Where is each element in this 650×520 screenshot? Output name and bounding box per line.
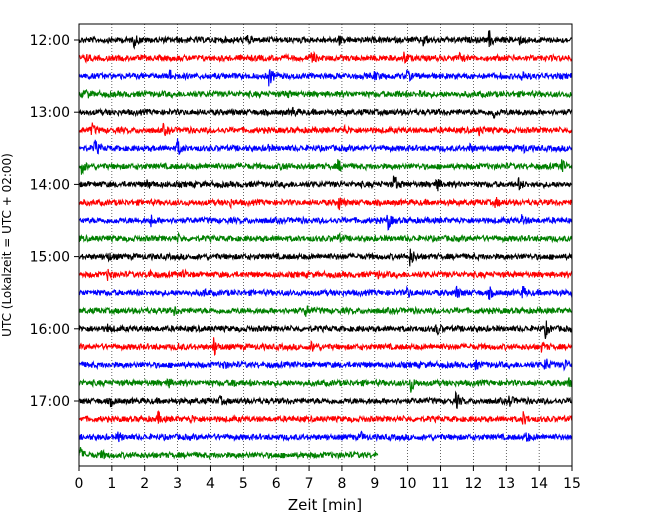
y-tick-label: 16:00 <box>30 322 70 338</box>
trace-1615 <box>78 337 573 357</box>
trace-1630 <box>78 358 573 372</box>
trace-1645 <box>78 377 573 393</box>
x-tick-label: 2 <box>140 476 149 492</box>
trace-1600 <box>78 320 573 339</box>
trace-1330 <box>78 138 573 155</box>
plot-frame <box>78 23 573 467</box>
x-tick-label: 14 <box>530 476 548 492</box>
trace-1345 <box>78 159 573 175</box>
x-tick-label: 6 <box>272 476 281 492</box>
y-tick-label: 13:00 <box>30 105 70 121</box>
x-tick-label: 13 <box>497 476 515 492</box>
trace-1430 <box>78 214 573 231</box>
trace-1500 <box>78 248 573 267</box>
y-tick-label: 17:00 <box>30 394 70 410</box>
x-tick-label: 12 <box>464 476 482 492</box>
trace-1245 <box>78 88 573 100</box>
x-tick-label: 10 <box>399 476 417 492</box>
y-axis-label: UTC (Lokalzeit = UTC + 02:00) <box>0 153 14 337</box>
trace-1730 <box>78 430 573 443</box>
x-tick-label: 4 <box>206 476 215 492</box>
trace-1400 <box>78 175 573 192</box>
x-tick-label: 8 <box>337 476 346 492</box>
seismic-traces <box>78 30 573 461</box>
y-tick-label: 12:00 <box>30 33 70 49</box>
x-axis-ticks: 0 1 2 3 4 5 6 7 8 9 10 11 12 13 14 15 <box>75 466 581 492</box>
trace-1415 <box>78 197 573 211</box>
trace-1715 <box>78 409 573 425</box>
x-tick-label: 15 <box>563 476 581 492</box>
x-tick-label: 5 <box>239 476 248 492</box>
x-tick-label: 9 <box>370 476 379 492</box>
trace-1545 <box>78 305 573 317</box>
trace-1230 <box>78 69 573 87</box>
trace-1515 <box>78 268 573 281</box>
trace-1315 <box>78 122 573 137</box>
x-tick-label: 0 <box>75 476 84 492</box>
y-tick-label: 14:00 <box>30 177 70 193</box>
trace-1300 <box>78 106 573 120</box>
y-axis-ticks: 12:00 13:00 14:00 15:00 16:00 17:00 <box>30 33 79 410</box>
x-axis-label: Zeit [min] <box>288 496 362 514</box>
trace-1215 <box>78 50 573 64</box>
trace-1200 <box>78 30 573 50</box>
x-tick-label: 3 <box>173 476 182 492</box>
trace-1445 <box>78 231 573 244</box>
x-tick-label: 7 <box>305 476 314 492</box>
trace-1530 <box>78 285 573 300</box>
x-tick-label: 1 <box>107 476 116 492</box>
x-tick-label: 11 <box>432 476 450 492</box>
trace-1745 <box>78 447 379 461</box>
trace-1700 <box>78 390 573 409</box>
y-tick-label: 15:00 <box>30 250 70 266</box>
